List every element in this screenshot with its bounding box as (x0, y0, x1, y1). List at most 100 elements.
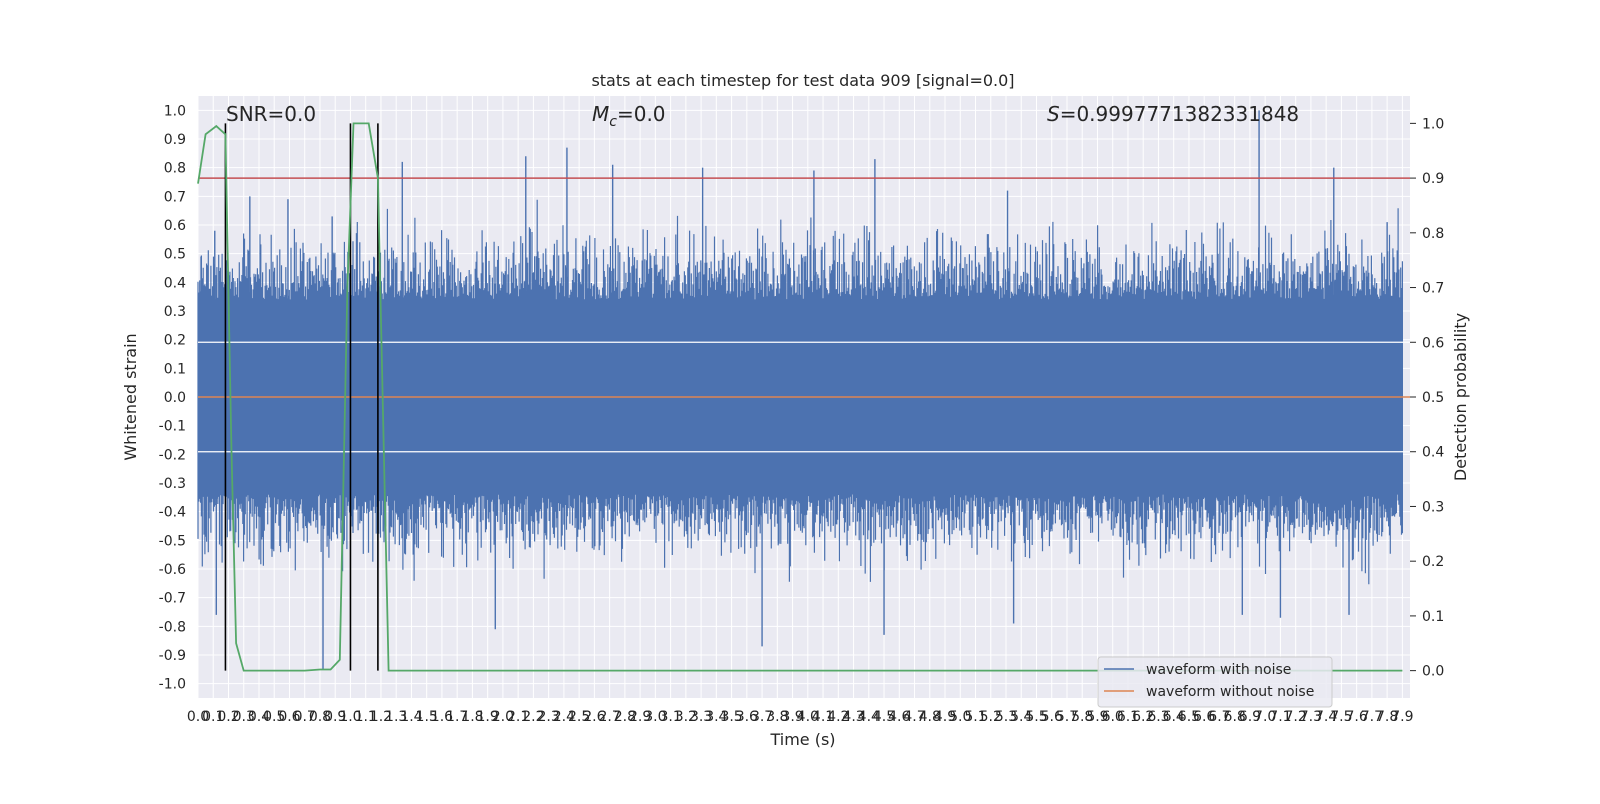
x-tick-label: 5.7 (1056, 709, 1078, 725)
left-tick-label: 0.9 (164, 132, 186, 148)
x-tick-label: 3.9 (781, 709, 803, 725)
x-tick-label: 5.6 (1041, 709, 1063, 725)
x-tick-label: 6.7 (1208, 709, 1230, 725)
x-tick-label: 1.3 (385, 709, 407, 725)
x-tick-label: 7.7 (1361, 709, 1383, 725)
x-tick-label: 3.1 (659, 709, 681, 725)
x-tick-label: 3.2 (675, 709, 697, 725)
x-tick-label: 7.6 (1346, 709, 1368, 725)
x-tick-label: 1.5 (416, 709, 438, 725)
x-tick-label: 3.0 (644, 709, 666, 725)
x-tick-label: 0.4 (248, 709, 270, 725)
left-tick-label: -0.6 (159, 562, 186, 578)
x-tick-label: 4.4 (858, 709, 880, 725)
x-axis-label: Time (s) (769, 730, 835, 749)
legend-box (1097, 656, 1333, 708)
x-tick-label: 7.8 (1376, 709, 1398, 725)
x-tick-label: 4.5 (873, 709, 895, 725)
x-tick-label: 1.2 (370, 709, 392, 725)
x-tick-label: 2.0 (492, 709, 514, 725)
x-tick-label: 4.1 (812, 709, 834, 725)
legend: waveform with noise waveform without noi… (1097, 656, 1333, 708)
x-tick-label: 0.1 (202, 709, 224, 725)
right-axis-ticks: 0.0 0.1 0.2 0.3 0.4 0.5 0.6 0.7 0.8 0.9 1.0 (1410, 116, 1444, 680)
x-tick-label: 0.6 (278, 709, 300, 725)
x-tick-label: 7.0 (1254, 709, 1276, 725)
x-tick-label: 2.1 (507, 709, 529, 725)
noise-waveform-trace (197, 199, 1403, 585)
x-axis-ticks: 0.00.10.20.30.40.50.60.70.80.91.01.11.21… (187, 709, 1414, 725)
x-tick-label: 4.2 (827, 709, 849, 725)
x-tick-label: 1.7 (446, 709, 468, 725)
x-tick-label: 4.0 (797, 709, 819, 725)
x-tick-label: 7.9 (1391, 709, 1413, 725)
x-tick-label: 3.6 (736, 709, 758, 725)
chirp-mass-value: =0.0 (617, 102, 666, 126)
right-tick-label: 0.8 (1422, 226, 1444, 242)
x-tick-label: 5.3 (995, 709, 1017, 725)
left-tick-label: -0.2 (159, 447, 186, 463)
x-tick-label: 2.6 (583, 709, 605, 725)
x-tick-label: 0.5 (263, 709, 285, 725)
x-tick-label: 4.3 (842, 709, 864, 725)
right-tick-label: 0.4 (1422, 445, 1444, 461)
x-tick-label: 7.1 (1269, 709, 1291, 725)
x-tick-label: 3.8 (766, 709, 788, 725)
x-tick-label: 1.8 (461, 709, 483, 725)
x-tick-label: 2.7 (598, 709, 620, 725)
x-tick-label: 6.0 (1102, 709, 1124, 725)
overlay-lines (197, 122, 1410, 672)
left-tick-label: 0.6 (164, 218, 186, 234)
x-tick-label: 1.6 (431, 709, 453, 725)
right-axis-label: Detection probability (1451, 313, 1470, 481)
left-tick-label: 1.0 (164, 103, 186, 119)
x-tick-label: 1.0 (339, 709, 361, 725)
left-tick-label: -0.1 (159, 419, 186, 435)
x-tick-label: 3.7 (751, 709, 773, 725)
x-tick-label: 1.4 (400, 709, 422, 725)
right-tick-label: 0.2 (1422, 554, 1444, 570)
x-tick-label: 4.8 (919, 709, 941, 725)
left-tick-label: -0.5 (159, 533, 186, 549)
x-tick-label: 0.9 (324, 709, 346, 725)
left-tick-label: -0.4 (159, 505, 186, 521)
x-tick-label: 7.2 (1285, 709, 1307, 725)
left-tick-label: -0.8 (159, 619, 186, 635)
x-tick-label: 0.8 (309, 709, 331, 725)
left-tick-label: 0.1 (164, 361, 186, 377)
x-tick-label: 5.2 (980, 709, 1002, 725)
x-tick-label: 2.4 (553, 709, 575, 725)
x-tick-label: 7.5 (1330, 709, 1352, 725)
left-tick-label: 0.7 (164, 189, 186, 205)
chart-title: stats at each timestep for test data 909… (591, 71, 1014, 90)
x-tick-label: 3.4 (705, 709, 727, 725)
left-tick-label: 0.0 (164, 390, 186, 406)
chirp-mass-subscript: c (609, 114, 617, 130)
x-tick-label: 6.9 (1239, 709, 1261, 725)
x-tick-label: 6.8 (1224, 709, 1246, 725)
left-tick-label: -1.0 (159, 677, 186, 693)
left-tick-label: 0.2 (164, 333, 186, 349)
right-tick-label: 0.9 (1422, 171, 1444, 187)
legend-label-noise: waveform with noise (1146, 662, 1291, 678)
right-tick-label: 0.3 (1422, 499, 1444, 515)
x-tick-label: 2.9 (629, 709, 651, 725)
x-tick-label: 4.6 (888, 709, 910, 725)
left-axis-label: Whitened strain (121, 333, 140, 460)
left-tick-label: -0.7 (159, 591, 186, 607)
left-tick-label: 0.4 (164, 275, 186, 291)
x-tick-label: 5.8 (1071, 709, 1093, 725)
score-annotation: S=0.9997771382331848 (1047, 102, 1299, 126)
x-tick-label: 7.3 (1300, 709, 1322, 725)
x-tick-label: 6.5 (1178, 709, 1200, 725)
left-tick-label: -0.9 (159, 648, 186, 664)
x-tick-label: 4.7 (903, 709, 925, 725)
x-tick-label: 6.3 (1147, 709, 1169, 725)
x-tick-label: 2.2 (522, 709, 544, 725)
right-tick-label: 0.6 (1422, 335, 1444, 351)
snr-annotation: SNR=0.0 (226, 102, 316, 126)
x-tick-label: 0.0 (187, 709, 209, 725)
x-tick-label: 5.4 (1010, 709, 1032, 725)
x-tick-label: 3.5 (720, 709, 742, 725)
